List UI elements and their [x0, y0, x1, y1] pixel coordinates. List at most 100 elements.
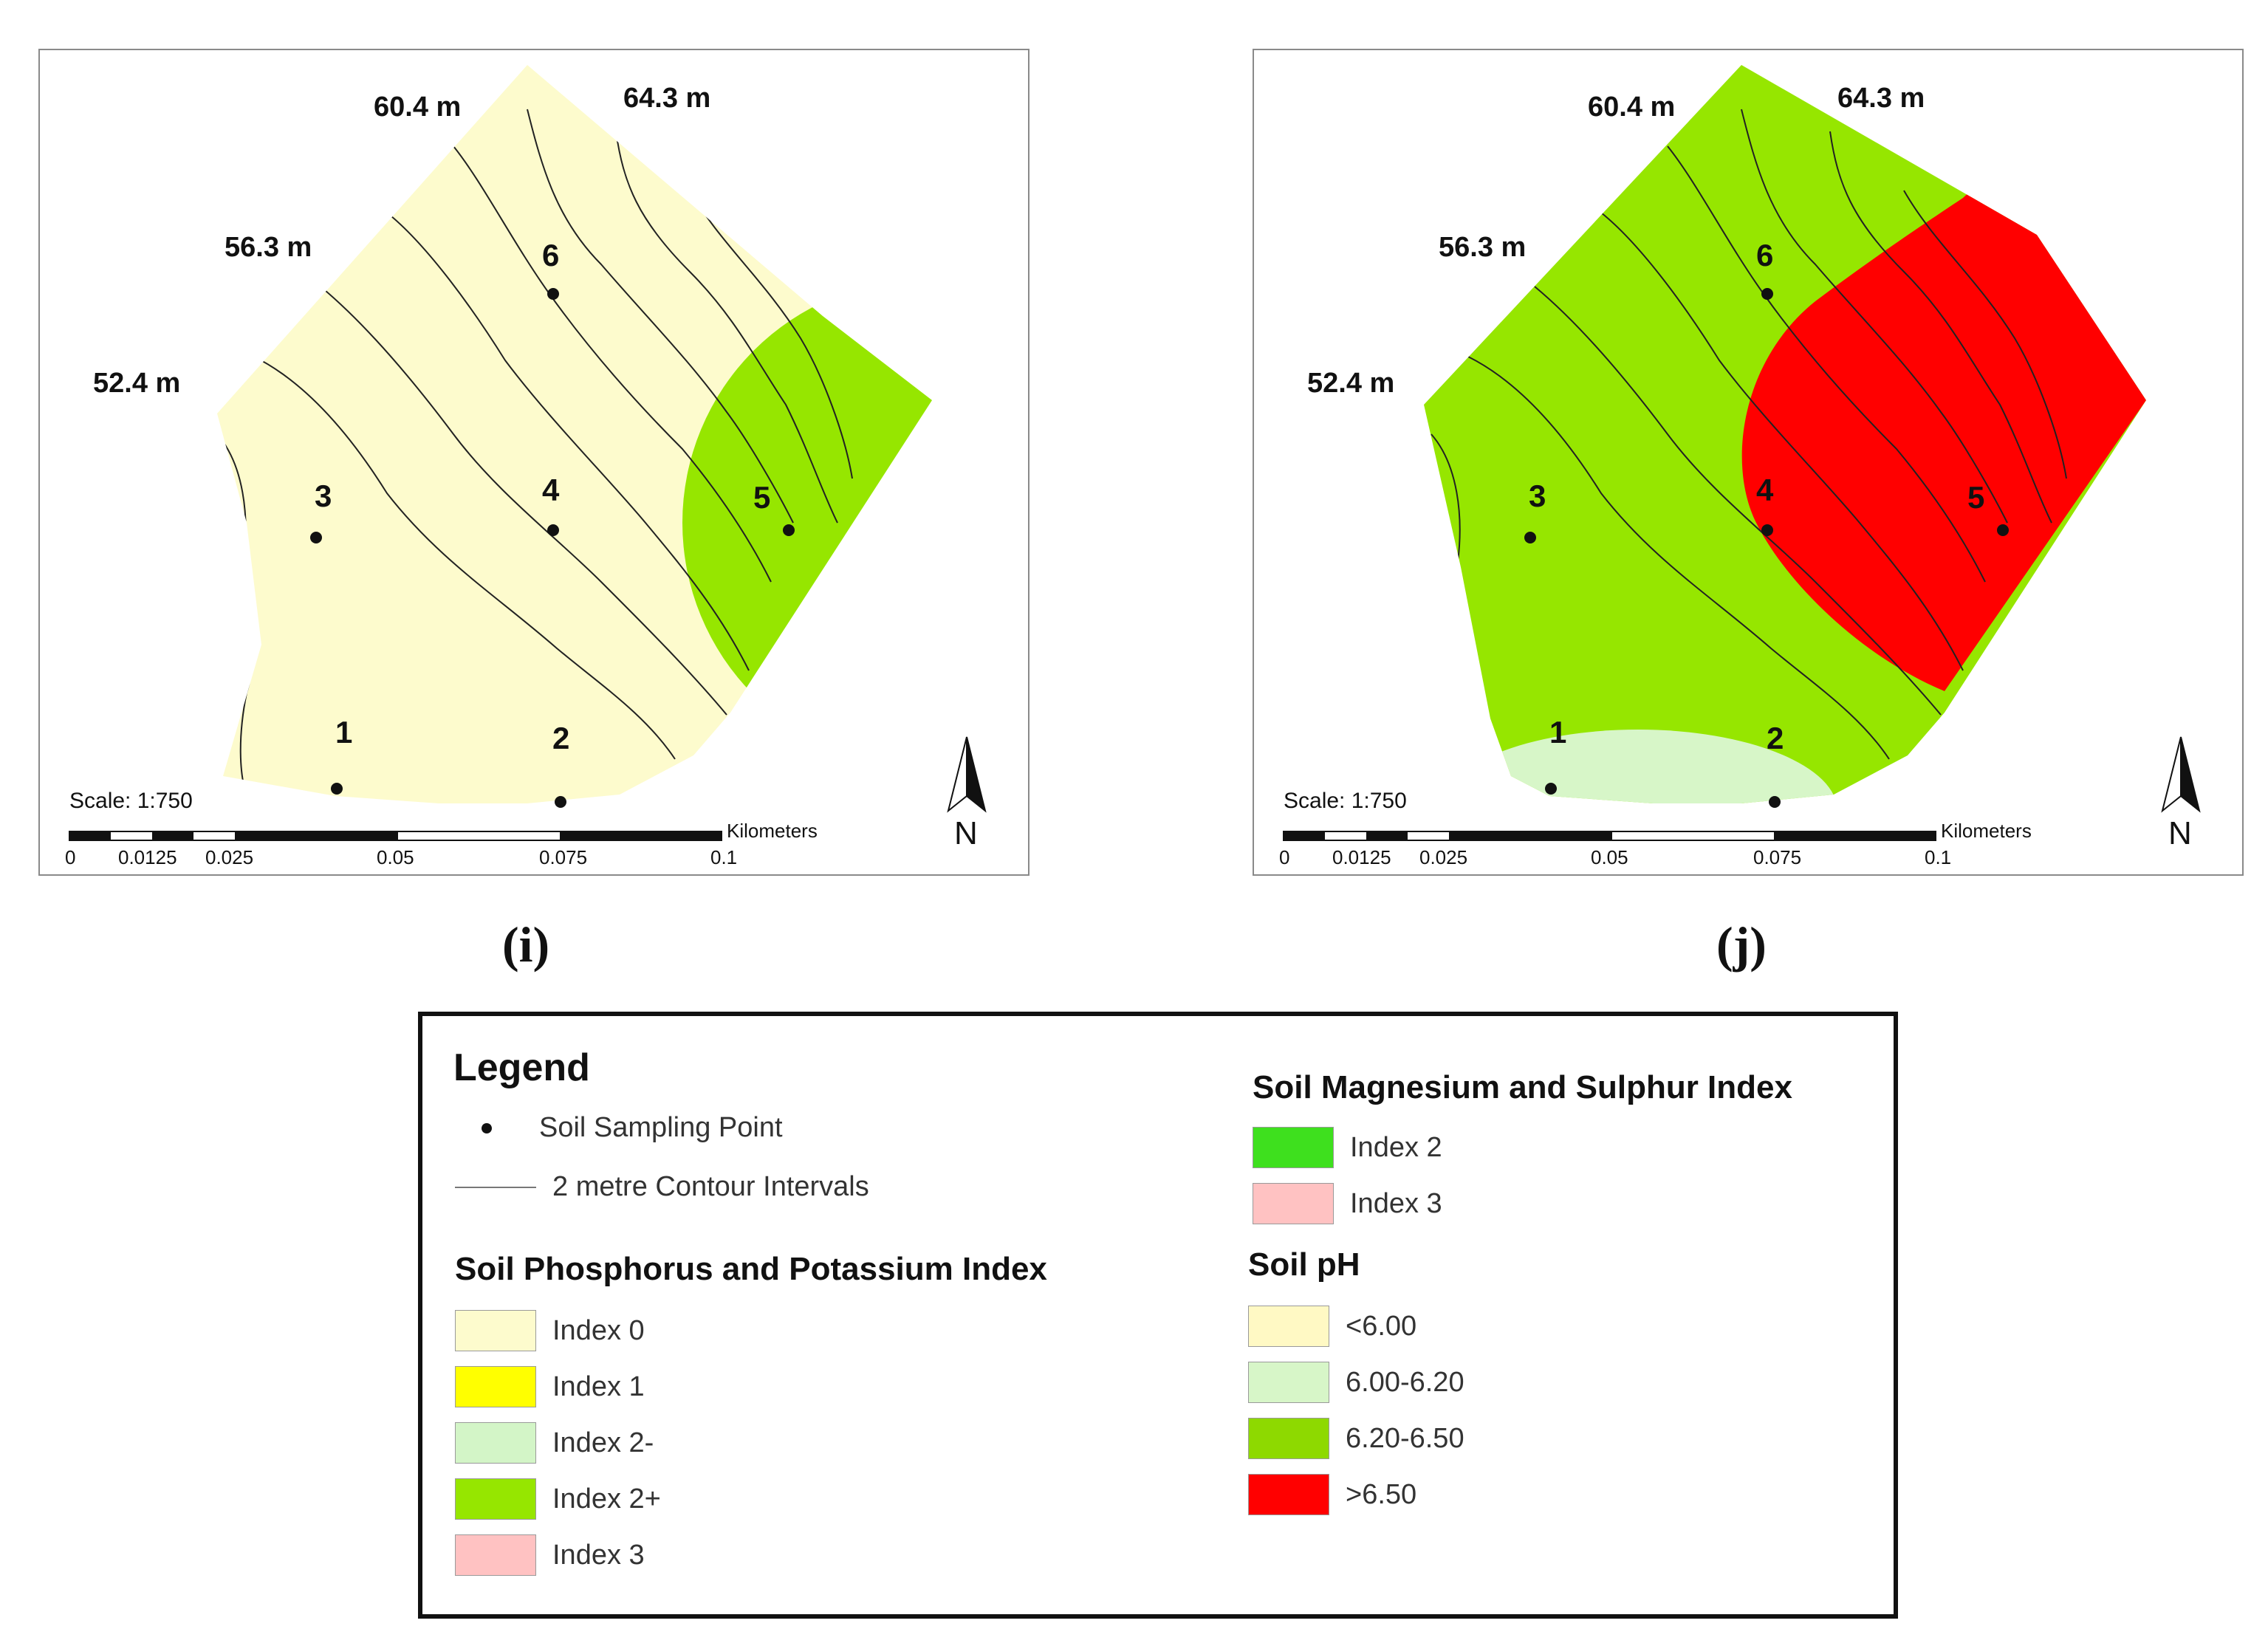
- sampling-point-4: [547, 524, 559, 536]
- contour-line-icon: [455, 1186, 536, 1188]
- legend-label: 6.00-6.20: [1346, 1366, 1464, 1398]
- ph-item: <6.00: [1248, 1306, 1416, 1347]
- scale-unit: Kilometers: [727, 820, 818, 842]
- legend-label: Index 3: [1350, 1187, 1442, 1219]
- sampling-point-label: 2: [552, 721, 570, 755]
- north-arrow-icon: [2161, 736, 2201, 813]
- sampling-point-label: 4: [542, 473, 560, 507]
- sampling-point-6: [547, 288, 559, 300]
- contour-lines: [1431, 109, 2067, 797]
- map-panel-j: 52.4 m 56.3 m 60.4 m 64.3 m 1 2 3 4 5 6 …: [1253, 49, 2244, 876]
- elevation-label: 56.3 m: [1439, 232, 1527, 263]
- legend-label: 6.20-6.50: [1346, 1422, 1464, 1454]
- scale-tick: 0.1: [710, 846, 738, 868]
- scale-tick: 0.025: [1419, 846, 1468, 868]
- scale-text: Scale: 1:750: [1284, 789, 1407, 813]
- elevation-label: 64.3 m: [1837, 83, 1925, 114]
- pk-heading: Soil Phosphorus and Potassium Index: [455, 1251, 1047, 1287]
- legend-label: >6.50: [1346, 1478, 1417, 1510]
- ph-item: >6.50: [1248, 1474, 1416, 1515]
- legend-label: Index 3: [552, 1539, 645, 1571]
- elevation-label: 60.4 m: [1588, 92, 1676, 123]
- pk-item: Index 3: [455, 1534, 645, 1576]
- legend-label: Index 2+: [552, 1483, 661, 1515]
- elevation-label: 52.4 m: [1307, 368, 1395, 399]
- swatch-ph-lt600: [1248, 1306, 1329, 1347]
- pk-item: Index 1: [455, 1366, 645, 1407]
- sampling-point-1: [1545, 783, 1557, 795]
- sampling-point-5: [783, 524, 795, 536]
- ph-600-620-zone: [1439, 730, 1837, 803]
- scale-tick: 0: [65, 846, 76, 868]
- scale-text: Scale: 1:750: [69, 789, 193, 813]
- scale-tick: 0.0125: [118, 846, 177, 868]
- panel-label-i: (i): [502, 916, 550, 973]
- ph-item: 6.20-6.50: [1248, 1418, 1464, 1459]
- swatch-index-1: [455, 1366, 536, 1407]
- map-i-canvas: [69, 65, 987, 841]
- swatch-index-2minus: [455, 1422, 536, 1464]
- scale-tick: 0.025: [205, 846, 254, 868]
- sampling-point-label: 5: [753, 480, 771, 515]
- sampling-point-6: [1761, 288, 1773, 300]
- legend-label: Index 0: [552, 1314, 645, 1346]
- pk-item: Index 2+: [455, 1478, 661, 1520]
- pk-item: Index 0: [455, 1310, 645, 1351]
- scale-bar: [1283, 831, 1936, 841]
- legend-contour: 2 metre Contour Intervals: [455, 1171, 869, 1203]
- sampling-point-label: 3: [1529, 479, 1546, 513]
- sampling-point-label: 2: [1767, 721, 1784, 755]
- scale-tick: 0.05: [377, 846, 414, 868]
- elevation-label: 60.4 m: [374, 92, 462, 123]
- sampling-point-5: [1997, 524, 2009, 536]
- swatch-mg-index-3: [1253, 1183, 1334, 1224]
- point-symbol-icon: [482, 1122, 492, 1133]
- sampling-point-label: 3: [315, 479, 332, 513]
- sampling-point-markers: [310, 288, 795, 808]
- legend-sampling-point: Soil Sampling Point: [482, 1112, 783, 1144]
- legend-label: Index 2: [1350, 1131, 1442, 1163]
- north-label: N: [954, 815, 978, 851]
- swatch-ph-600-620: [1248, 1362, 1329, 1403]
- north-arrow-icon: [947, 736, 987, 813]
- sampling-point-2: [1769, 796, 1781, 808]
- scale-unit: Kilometers: [1941, 820, 2032, 842]
- scale-tick: 0.075: [1753, 846, 1802, 868]
- panel-label-j: (j): [1716, 916, 1767, 973]
- sampling-point-3: [310, 532, 322, 543]
- map-j-canvas: [1283, 65, 2201, 841]
- swatch-mg-index-2: [1253, 1127, 1334, 1168]
- sampling-point-1: [331, 783, 343, 795]
- sampling-point-4: [1761, 524, 1773, 536]
- legend-label: 2 metre Contour Intervals: [552, 1171, 869, 1202]
- swatch-ph-gt650: [1248, 1474, 1329, 1515]
- pk-item: Index 2-: [455, 1422, 654, 1464]
- ph-above-650-zone: [1741, 185, 2146, 691]
- sampling-point-label: 1: [1549, 715, 1567, 750]
- legend-label: <6.00: [1346, 1310, 1417, 1342]
- legend-label: Soil Sampling Point: [539, 1112, 783, 1143]
- map-panel-i: 52.4 m 56.3 m 60.4 m 64.3 m 1 2 3 4 5 6 …: [38, 49, 1029, 876]
- sampling-point-label: 1: [335, 715, 353, 750]
- scale-tick: 0.1: [1925, 846, 1952, 868]
- scale-tick: 0.05: [1591, 846, 1628, 868]
- scale-tick: 0: [1279, 846, 1290, 868]
- legend-box: Legend Soil Sampling Point 2 metre Conto…: [418, 1012, 1898, 1619]
- ph-heading: Soil pH: [1248, 1246, 1360, 1283]
- elevation-label: 52.4 m: [93, 368, 181, 399]
- scale-bar: [69, 831, 722, 841]
- sampling-point-markers: [1524, 288, 2009, 808]
- legend-label: Index 2-: [552, 1427, 654, 1458]
- sampling-point-2: [555, 796, 566, 808]
- sampling-point-label: 4: [1756, 473, 1774, 507]
- legend-title: Legend: [453, 1046, 590, 1089]
- mgs-item: Index 2: [1253, 1127, 1442, 1168]
- legend-label: Index 1: [552, 1371, 645, 1402]
- elevation-label: 56.3 m: [225, 232, 312, 263]
- mgs-heading: Soil Magnesium and Sulphur Index: [1253, 1069, 1792, 1105]
- swatch-ph-620-650: [1248, 1418, 1329, 1459]
- ph-item: 6.00-6.20: [1248, 1362, 1464, 1403]
- scale-tick: 0.0125: [1332, 846, 1391, 868]
- sampling-point-label: 6: [542, 238, 560, 272]
- elevation-label: 64.3 m: [623, 83, 711, 114]
